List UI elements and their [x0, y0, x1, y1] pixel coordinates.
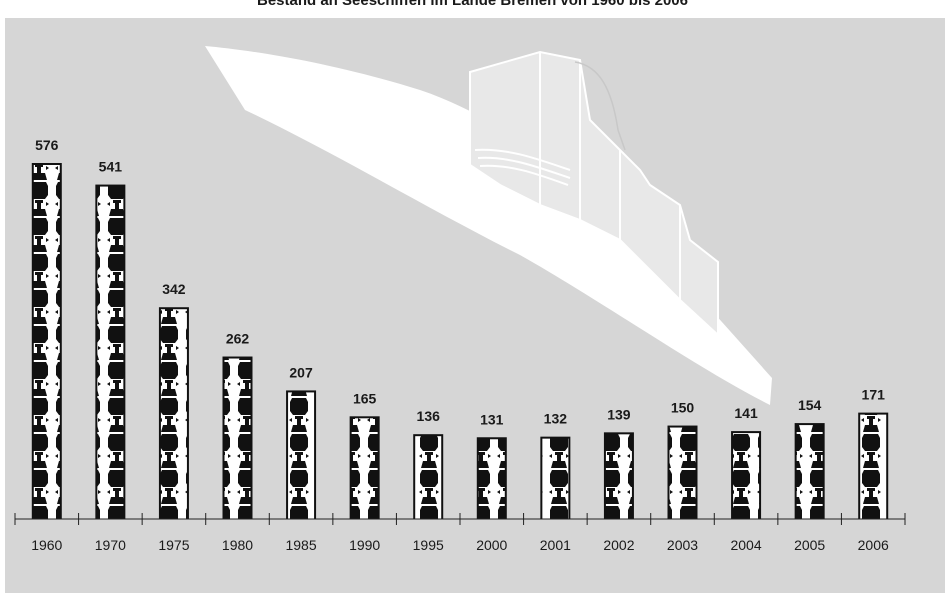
- x-tick-label: 2001: [540, 537, 571, 553]
- bar: [158, 307, 189, 519]
- bar-value-label: 171: [862, 387, 886, 403]
- bar: [731, 431, 762, 519]
- bar: [349, 416, 380, 519]
- bar-value-label: 576: [35, 137, 59, 153]
- bar-value-label: 150: [671, 400, 695, 416]
- bar: [476, 437, 507, 519]
- bar: [794, 423, 825, 519]
- bar: [31, 163, 62, 519]
- value-labels-group: 576 541 342 262 207 165 136 131 132 139 150 141 154 1…: [35, 137, 885, 427]
- bar: [413, 434, 444, 519]
- bars-group: [31, 163, 889, 520]
- x-tick-label: 1975: [158, 537, 189, 553]
- x-tick-label: 1960: [31, 537, 62, 553]
- bar-value-label: 131: [480, 411, 504, 427]
- x-tick-label: 2000: [476, 537, 507, 553]
- bar: [603, 432, 634, 519]
- bar-value-label: 139: [607, 406, 631, 422]
- chart-title: Bestand an Seeschiffen im Lande Bremen v…: [256, 0, 688, 9]
- x-tick-label: 2004: [730, 537, 761, 553]
- bar: [95, 184, 126, 520]
- bar-value-label: 132: [544, 411, 568, 427]
- bar-value-label: 165: [353, 390, 377, 406]
- bar-value-label: 141: [734, 405, 758, 421]
- x-tick-label: 1980: [222, 537, 253, 553]
- ship-illustration: [205, 46, 772, 405]
- x-tick-label: 1970: [95, 537, 126, 553]
- x-tick-label: 2002: [603, 537, 634, 553]
- x-tick-label: 2003: [667, 537, 698, 553]
- bar-value-label: 207: [289, 364, 313, 380]
- bar-value-label: 262: [226, 331, 250, 347]
- x-tick-label: 1990: [349, 537, 380, 553]
- x-axis-tick-labels: 1960 1970 1975 1980 1985 1990 1995 2000 2001 2002…: [31, 537, 889, 553]
- bar-value-label: 136: [417, 408, 441, 424]
- x-tick-label: 1995: [413, 537, 444, 553]
- bar: [667, 425, 698, 519]
- bar: [540, 436, 571, 519]
- x-axis-ticks: [14, 513, 906, 525]
- x-tick-label: 2006: [858, 537, 889, 553]
- x-tick-label: 1985: [285, 537, 316, 553]
- x-tick-label: 2005: [794, 537, 825, 553]
- bar-value-label: 342: [162, 281, 186, 297]
- bar-value-label: 541: [99, 159, 123, 175]
- bar: [222, 356, 253, 519]
- bar: [858, 412, 889, 519]
- bar: [286, 390, 317, 519]
- bar-value-label: 154: [798, 397, 822, 413]
